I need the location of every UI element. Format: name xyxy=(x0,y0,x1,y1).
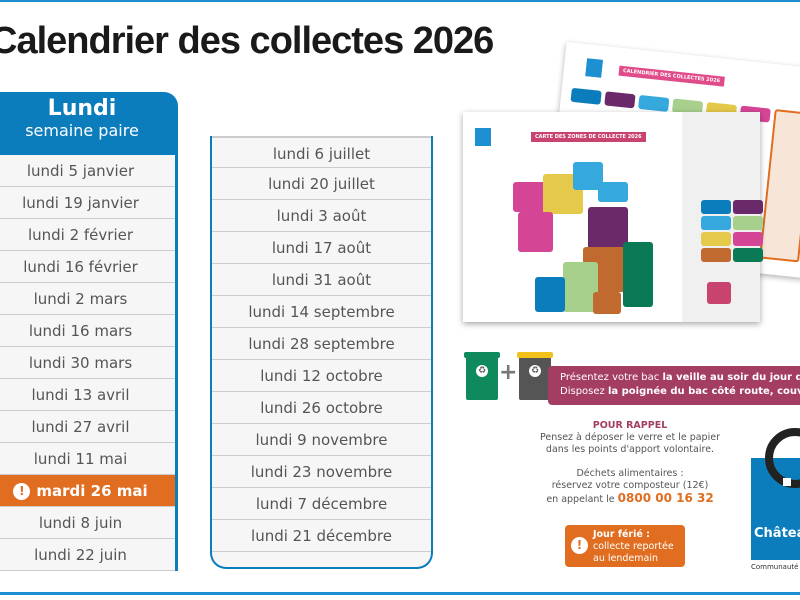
date-row: lundi 3 août xyxy=(212,200,431,232)
date-row: lundi 9 novembre xyxy=(212,424,431,456)
date-row: lundi 2 février xyxy=(0,219,175,251)
top-rule xyxy=(0,0,800,2)
date-row: lundi 16 février xyxy=(0,251,175,283)
date-row: lundi 17 août xyxy=(212,232,431,264)
date-label: lundi 31 août xyxy=(271,271,372,289)
reminder-text: dans les points d'apport volontaire. xyxy=(545,444,715,455)
date-label: lundi 2 mars xyxy=(33,290,128,308)
date-row: lundi 27 avril xyxy=(0,411,175,443)
date-label: lundi 27 avril xyxy=(31,418,130,436)
food-waste-text: en appelant le xyxy=(546,494,618,505)
banner-bold: la poignée du bac côté route, couvercl xyxy=(607,386,800,397)
date-row: lundi 28 septembre xyxy=(212,328,431,360)
date-row: lundi 5 janvier xyxy=(0,155,175,187)
date-label: lundi 16 février xyxy=(23,258,138,276)
date-row: lundi 20 juillet xyxy=(212,168,431,200)
date-row: lundi 31 août xyxy=(212,264,431,296)
date-label: lundi 3 août xyxy=(276,207,367,225)
date-label: lundi 26 octobre xyxy=(260,399,383,417)
date-label: lundi 17 août xyxy=(271,239,372,257)
reminder-heading: POUR RAPPEL xyxy=(592,420,668,431)
date-row: lundi 6 juillet xyxy=(212,136,431,168)
document-preview: CALENDRIER DES COLLECTES 2026 CARTE DES … xyxy=(460,41,800,330)
column-heading: Lundi xyxy=(47,96,117,121)
holiday-notice: ! Jour férié : collecte reportée au lend… xyxy=(565,525,685,567)
bottom-rule xyxy=(0,592,800,595)
logo-icon xyxy=(475,128,491,146)
date-label: lundi 6 juillet xyxy=(272,145,371,163)
plus-icon: + xyxy=(499,360,518,385)
date-row: lundi 30 mars xyxy=(0,347,175,379)
brand-name: Châtea xyxy=(754,526,800,541)
banner-text: Présentez votre bac xyxy=(560,372,663,383)
reminder-text: Pensez à déposer le verre et le papier xyxy=(540,432,720,443)
date-row: lundi 16 mars xyxy=(0,315,175,347)
date-list-second-half: lundi 6 juillet lundi 20 juillet lundi 3 a… xyxy=(210,136,433,569)
date-label: lundi 12 octobre xyxy=(260,367,383,385)
date-row: lundi 13 avril xyxy=(0,379,175,411)
reminder-block: POUR RAPPEL Pensez à déposer le verre et… xyxy=(510,420,750,506)
instructions-banner: Présentez votre bac la veille au soir du… xyxy=(548,366,800,405)
zone-map-title: CARTE DES ZONES DE COLLECTE 2026 xyxy=(531,132,646,142)
date-label: lundi 30 mars xyxy=(28,354,133,372)
date-label: lundi 7 décembre xyxy=(255,495,388,513)
column-subheading: semaine paire xyxy=(25,121,139,140)
date-label: lundi 11 mai xyxy=(33,450,128,468)
exclamation-icon: ! xyxy=(571,537,588,554)
date-label: lundi 14 septembre xyxy=(248,303,395,321)
date-label: lundi 28 septembre xyxy=(248,335,395,353)
monday-even-week-column: Lundi semaine paire lundi 5 janvier lundi… xyxy=(0,92,178,572)
date-label: lundi 20 juillet xyxy=(268,175,375,193)
date-label: lundi 2 février xyxy=(27,226,134,244)
date-label: mardi 26 mai xyxy=(36,482,148,500)
banner-bold: la veille au soir du jour de c xyxy=(662,372,800,383)
date-row: lundi 11 mai xyxy=(0,443,175,475)
date-row: lundi 26 octobre xyxy=(212,392,431,424)
date-row: lundi 22 juin xyxy=(0,539,175,571)
date-label: lundi 22 juin xyxy=(34,546,127,564)
holiday-title: Jour férié : xyxy=(593,529,650,540)
date-label: lundi 5 janvier xyxy=(26,162,135,180)
banner-text: Disposez xyxy=(560,386,608,397)
column-header: Lundi semaine paire xyxy=(0,92,178,155)
date-row: lundi 23 novembre xyxy=(212,456,431,488)
food-waste-text: Déchets alimentaires : xyxy=(576,468,684,479)
holiday-text: au lendemain xyxy=(593,553,658,564)
brand-logo: Châtea xyxy=(751,428,800,560)
date-label: lundi 21 décembre xyxy=(251,527,392,545)
date-list: lundi 5 janvier lundi 19 janvier lundi 2 f… xyxy=(0,155,178,571)
phone-number[interactable]: 0800 00 16 32 xyxy=(617,491,714,505)
holiday-text: collecte reportée xyxy=(593,541,674,552)
food-waste-text: réservez votre composteur (12€) xyxy=(551,480,709,491)
date-label: lundi 8 juin xyxy=(38,514,123,532)
date-label: lundi 13 avril xyxy=(31,386,130,404)
green-bin-icon: ♻ xyxy=(464,352,500,400)
date-row: lundi 21 décembre xyxy=(212,520,431,552)
date-row: lundi 19 janvier xyxy=(0,187,175,219)
date-label: lundi 19 janvier xyxy=(22,194,139,212)
date-row: lundi 14 septembre xyxy=(212,296,431,328)
date-row: lundi 2 mars xyxy=(0,283,175,315)
grey-yellow-bin-icon: ♻ xyxy=(517,352,553,400)
calendar-preview-title: CALENDRIER DES COLLECTES 2026 xyxy=(618,65,725,87)
page-title: Calendrier des collectes 2026 xyxy=(0,20,494,62)
date-row: lundi 12 octobre xyxy=(212,360,431,392)
date-row: ! mardi 26 mai xyxy=(0,475,175,507)
exclamation-icon: ! xyxy=(13,483,31,500)
zone-map-preview: CARTE DES ZONES DE COLLECTE 2026 xyxy=(463,112,763,322)
date-row: lundi 7 décembre xyxy=(212,488,431,520)
brand-subtitle: Communauté xyxy=(751,563,799,571)
date-row: lundi 8 juin xyxy=(0,507,175,539)
date-label: lundi 16 mars xyxy=(28,322,133,340)
date-label: lundi 9 novembre xyxy=(255,431,388,449)
date-label: lundi 23 novembre xyxy=(250,463,393,481)
logo-icon xyxy=(585,58,604,78)
